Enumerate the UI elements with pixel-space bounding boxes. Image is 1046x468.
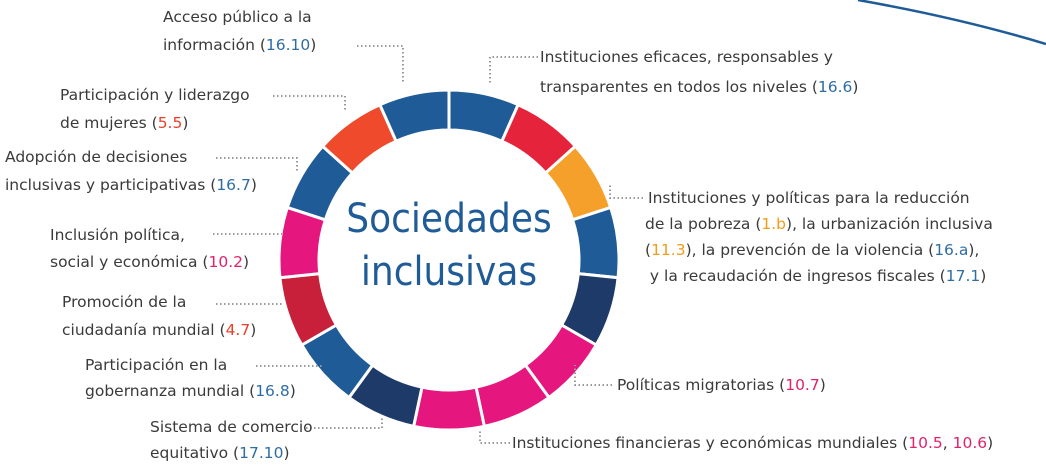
label-text: Acceso público a la [163,8,312,26]
label-line: Adopción de decisiones [5,148,187,166]
target-code: 10.2 [208,253,243,271]
center-title: Sociedades [346,196,551,242]
leader-lines [213,45,643,444]
label-line: Instituciones eficaces, responsables y [540,48,833,66]
label-line: Instituciones financieras y económicas m… [512,434,993,452]
ring-segment [411,385,487,432]
label-line: información (16.10) [163,36,316,54]
target-code: 17.1 [946,267,981,285]
label-text: , [943,434,953,452]
label-text: gobernanza mundial ( [85,382,255,400]
label-line: (11.3), la prevención de la violencia (1… [645,241,979,259]
label-text: ), la prevención de la violencia ( [686,241,935,259]
label-line: Políticas migratorias (10.7) [617,376,826,394]
leader-line [216,157,298,172]
label-text: ) [987,434,993,452]
target-code: 16.8 [255,382,290,400]
target-code: 10.7 [785,376,820,394]
target-code: 16.a [934,241,968,259]
label-line: inclusivas y participativas (16.7) [5,176,257,194]
label-line: de mujeres (5.5) [60,114,188,132]
target-code: 1.b [761,215,786,233]
label-text: de mujeres ( [60,114,158,132]
label-text: equitativo ( [150,444,239,462]
ring-segment [570,205,621,280]
leader-line [479,430,510,444]
label-line: Promoción de la [62,293,186,311]
label-line: Participación y liderazgo [60,86,250,104]
label-text: Políticas migratorias ( [617,376,785,394]
label-text: ) [852,78,858,96]
label-line: Inclusión política, [50,226,185,244]
label-text: ) [820,376,826,394]
target-code: 11.3 [651,241,686,259]
label-text: ) [980,267,986,285]
label-text: social y económica ( [50,253,208,271]
label-line: transparentes en todos los niveles (16.6… [540,78,858,96]
label-text: de la pobreza ( [645,215,761,233]
leader-line [574,365,612,386]
label-line: gobernanza mundial (16.8) [85,382,296,400]
label-text: ) [310,36,316,54]
label-text: ), [968,241,979,259]
target-code: 16.6 [818,78,853,96]
label-text: ) [182,114,188,132]
label-text: Participación en la [85,356,227,374]
target-code: 16.7 [216,176,251,194]
label-text: ) [283,444,289,462]
leader-line [357,45,404,82]
label-line: equitativo (17.10) [150,444,290,462]
label-line: de la pobreza (1.b), la urbanización inc… [645,215,993,233]
label-text: ) [243,253,249,271]
label-text: Inclusión política, [50,226,185,244]
leader-line [306,416,383,429]
target-code: 5.5 [158,114,183,132]
leader-line [273,95,346,110]
label-text: transparentes en todos los niveles ( [540,78,818,96]
label-line: Participación en la [85,356,227,374]
target-code: 4.7 [226,321,251,339]
label-line: Acceso público a la [163,8,312,26]
label-text: y la recaudación de ingresos fiscales ( [645,267,946,285]
target-code: 10.6 [953,434,988,452]
label-line: y la recaudación de ingresos fiscales (1… [645,267,986,285]
label-text: información ( [163,36,266,54]
label-text: ) [250,321,256,339]
label-line: Sistema de comercio [150,418,313,436]
labels: Acceso público a la información (16.10) In… [5,8,993,462]
leader-line [609,185,643,199]
label-line: social y económica (10.2) [50,253,249,271]
label-line: ciudadanía mundial (4.7) [62,321,256,339]
label-text: Instituciones eficaces, responsables y [540,48,833,66]
donut-ring [277,88,621,432]
label-text: ) [290,382,296,400]
label-text: Sistema de comercio [150,418,313,436]
label-line: Instituciones y políticas para la reducc… [648,189,970,207]
label-text: ), la urbanización inclusiva [786,215,993,233]
label-text: Adopción de decisiones [5,148,187,166]
leader-line [489,56,538,85]
label-text: ) [251,176,257,194]
target-code: 10.5 [908,434,943,452]
target-code: 16.10 [266,36,310,54]
label-text: Promoción de la [62,293,186,311]
label-text: ( [645,241,651,259]
center-title: inclusivas [361,249,537,295]
decorative-curve [857,0,1046,46]
target-code: 17.10 [239,444,283,462]
label-text: Instituciones y políticas para la reducc… [648,189,970,207]
label-text: Instituciones financieras y económicas m… [512,434,908,452]
ring-segment [377,88,451,144]
label-text: Participación y liderazgo [60,86,250,104]
label-text: inclusivas y participativas ( [5,176,216,194]
label-text: ciudadanía mundial ( [62,321,226,339]
